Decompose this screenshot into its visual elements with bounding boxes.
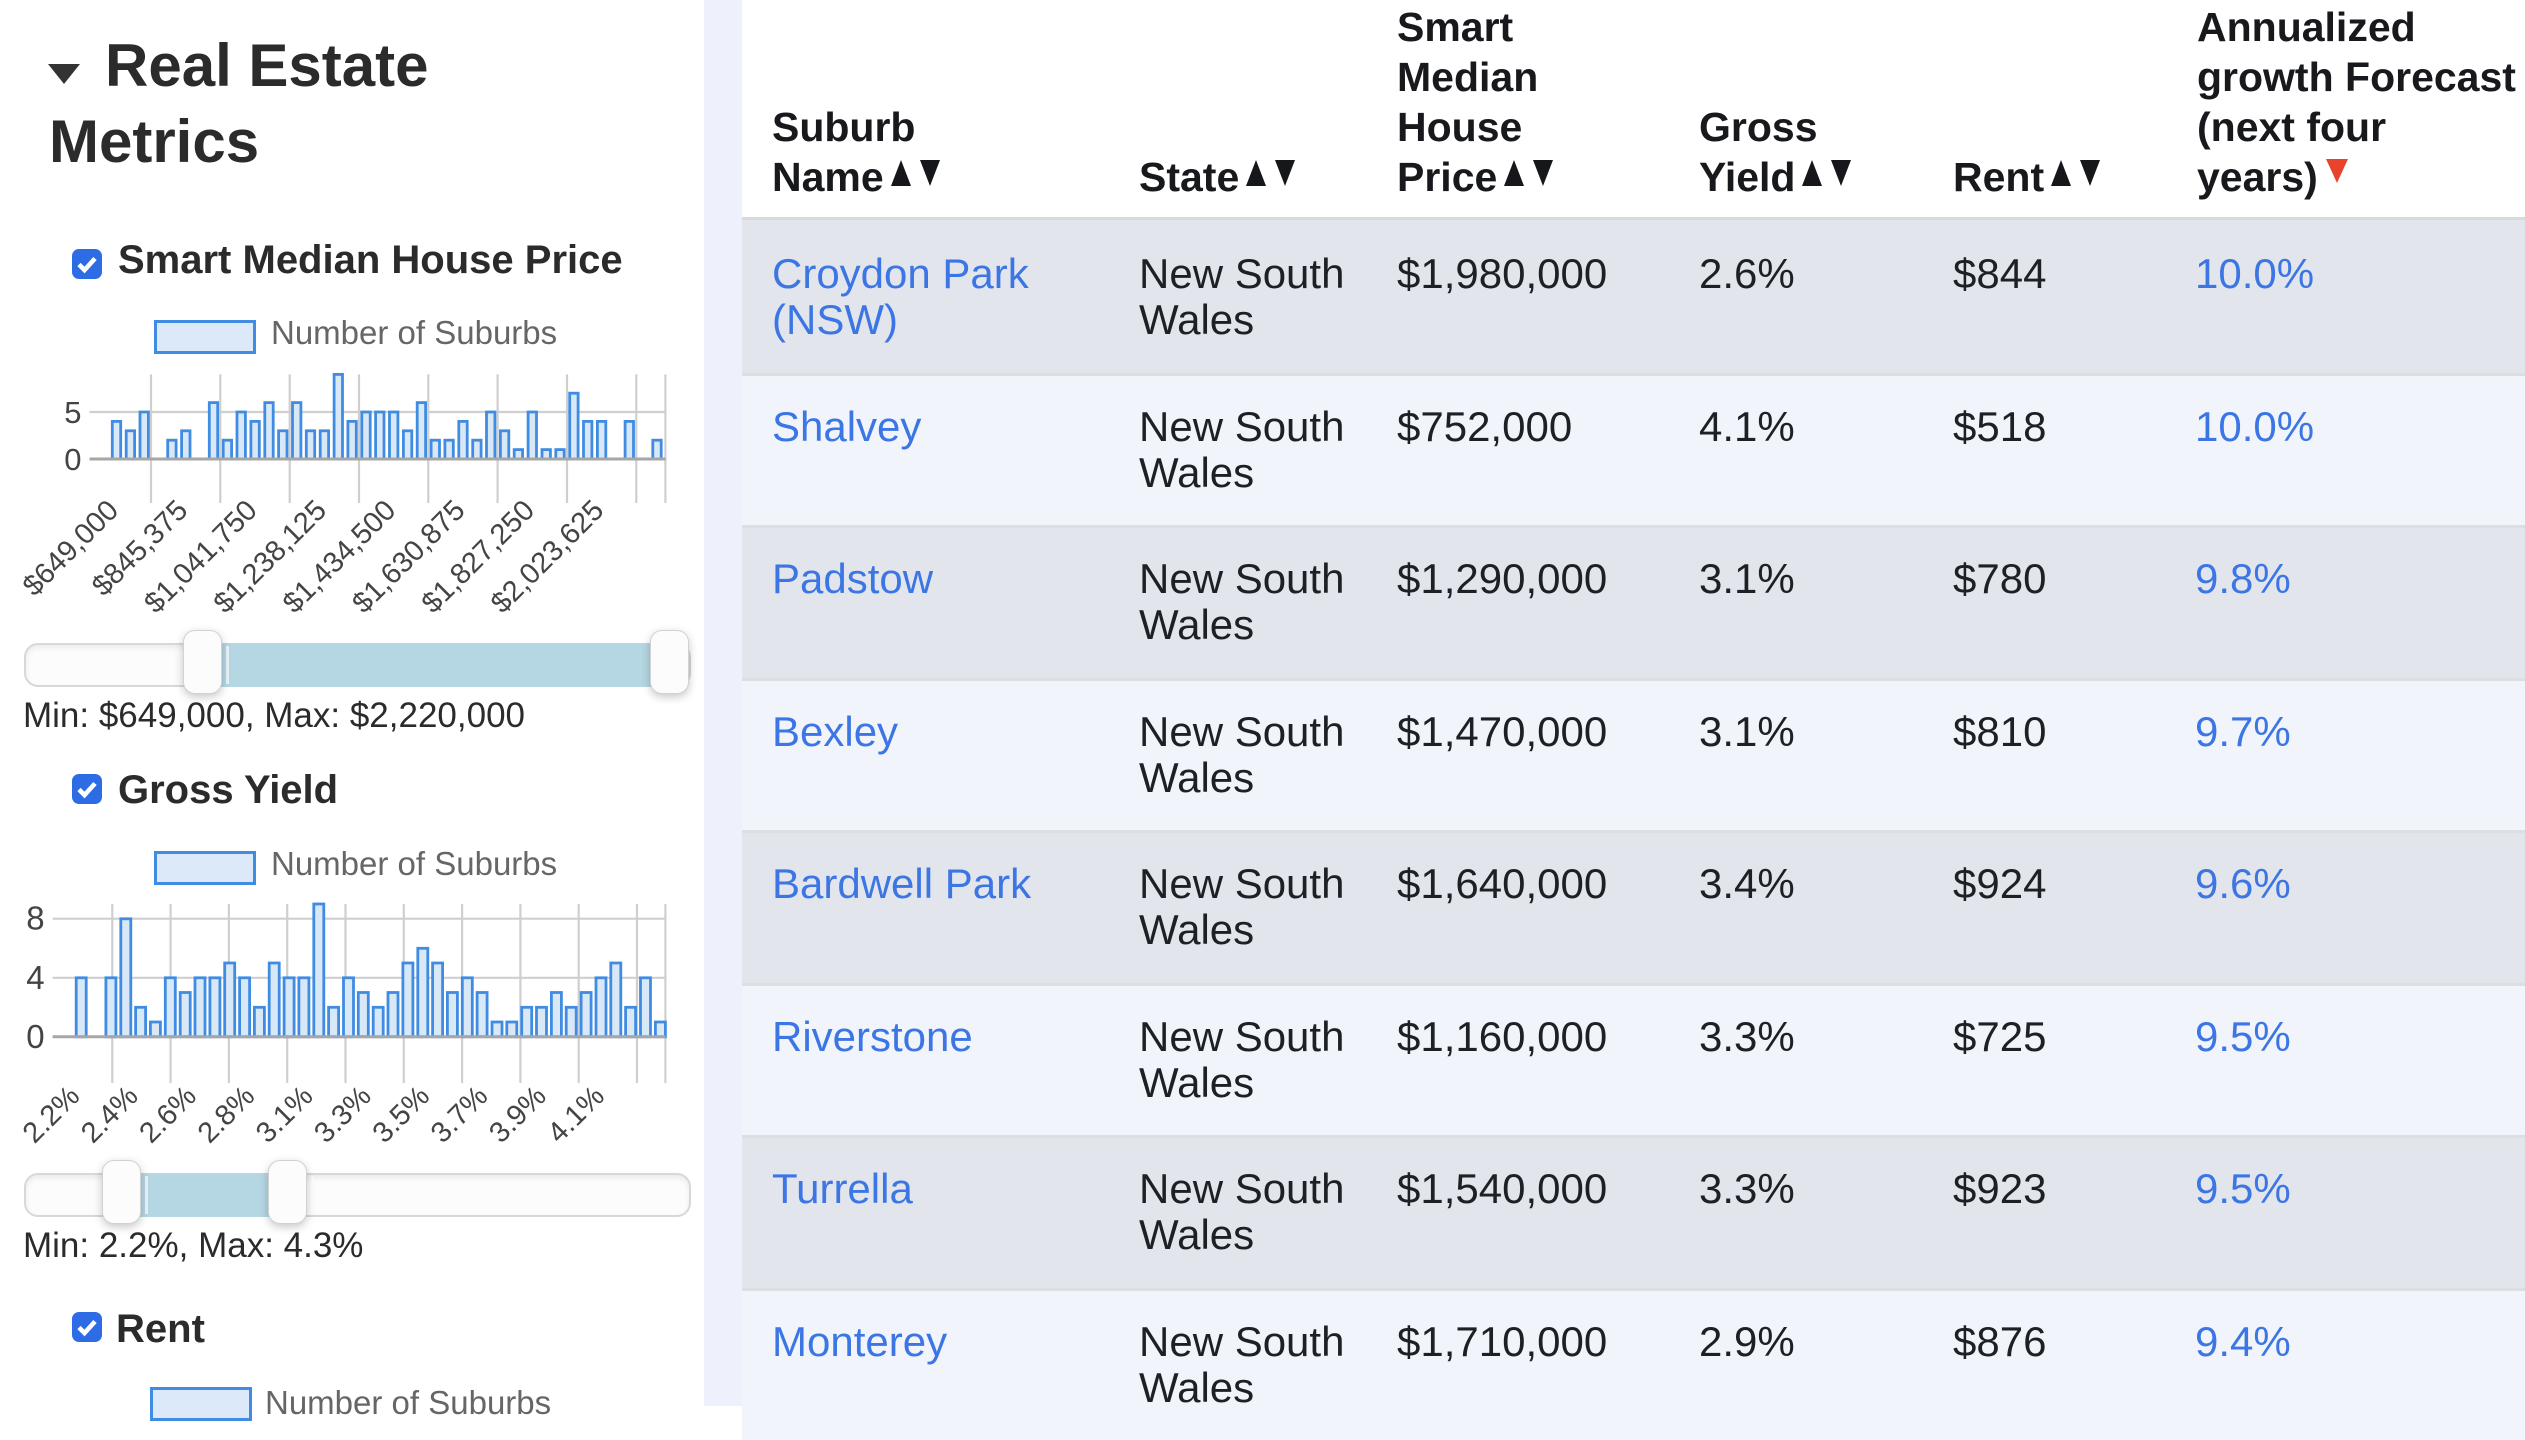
svg-text:2.8%: 2.8% [192, 1080, 261, 1149]
svg-text:3.3%: 3.3% [308, 1080, 377, 1149]
svg-text:0: 0 [26, 1018, 44, 1055]
svg-text:3.5%: 3.5% [367, 1080, 436, 1149]
svg-text:3.7%: 3.7% [425, 1080, 494, 1149]
svg-text:3.1%: 3.1% [250, 1080, 319, 1149]
svg-text:5: 5 [64, 395, 81, 430]
svg-text:4.1%: 4.1% [542, 1080, 611, 1149]
svg-text:0: 0 [64, 442, 81, 477]
svg-text:2.6%: 2.6% [133, 1080, 202, 1149]
svg-text:2.4%: 2.4% [75, 1080, 144, 1149]
svg-text:2.2%: 2.2% [17, 1080, 86, 1149]
svg-text:8: 8 [26, 900, 44, 937]
svg-text:4: 4 [26, 959, 44, 996]
svg-text:3.9%: 3.9% [483, 1080, 552, 1149]
